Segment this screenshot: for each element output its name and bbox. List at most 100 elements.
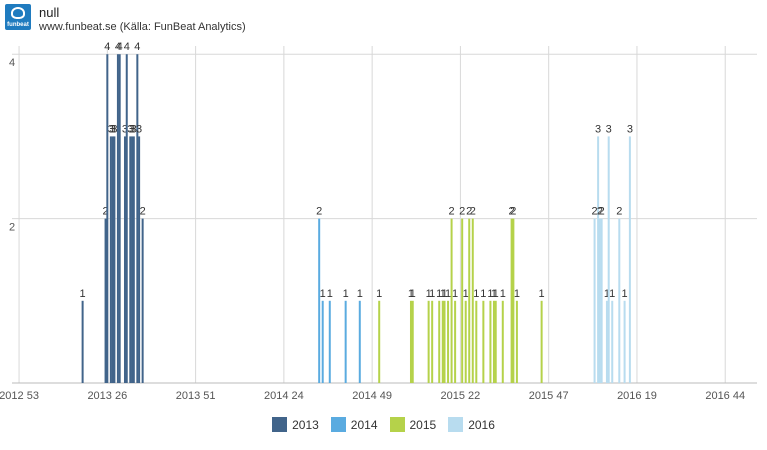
data-label: 1 [357,288,363,300]
bar [138,136,141,383]
data-label: 1 [463,288,469,300]
data-label: 4 [117,41,123,53]
bar [475,300,478,383]
data-label: 1 [473,288,479,300]
bar [454,300,457,383]
bar [109,136,112,383]
bar [443,300,446,383]
data-label: 2 [103,206,109,218]
data-label: 1 [480,288,486,300]
data-label: 1 [452,288,458,300]
data-label: 2 [140,206,146,218]
data-label: 2 [316,206,322,218]
bar [597,136,600,383]
data-label: 4 [134,41,140,53]
legend-swatch [272,417,288,432]
legend-swatch [448,417,464,432]
data-label: 3 [606,123,612,135]
bar [129,136,132,383]
data-label: 1 [493,288,499,300]
bar [515,300,518,383]
data-label: 3 [127,123,133,135]
x-tick-label: 2013 26 [87,390,127,402]
data-label: 3 [122,123,128,135]
bar [104,218,107,383]
data-label: 1 [440,288,446,300]
bar [321,300,324,383]
bar [427,300,430,383]
bar [106,54,109,383]
bar [344,300,347,383]
data-label: 2 [449,206,455,218]
bar [600,218,603,383]
bar [540,300,543,383]
data-label: 1 [487,288,493,300]
data-label: 1 [491,288,497,300]
bar [461,218,464,383]
bar [141,218,144,383]
bar [131,136,134,383]
x-tick-label: 2016 44 [705,390,745,402]
data-label: 1 [410,288,416,300]
bar [411,300,414,383]
bar [593,218,596,383]
bar [81,300,84,383]
funbeat-logo: funbeat [5,4,31,30]
legend-item[interactable]: 2015 [389,417,437,432]
data-label: 2 [470,206,476,218]
bar [132,136,135,383]
bar [628,136,631,383]
bar [125,54,128,383]
data-label: 1 [445,288,451,300]
bar [512,218,515,383]
data-label: 2 [616,206,622,218]
bar [123,136,126,383]
bar [607,136,610,383]
bar [116,54,119,383]
data-label: 3 [131,123,137,135]
data-label: 1 [514,288,520,300]
legend-label: 2015 [409,418,437,432]
x-tick-label: 2014 49 [352,390,392,402]
data-label: 1 [408,288,414,300]
bar [510,218,513,383]
data-label: 1 [500,288,506,300]
data-label: 1 [426,288,432,300]
legend-label: 2016 [468,418,495,432]
legend-item[interactable]: 2013 [272,417,319,432]
x-tick-label: 2015 22 [441,390,481,402]
chart-legend: 2013 2014 2015 2016 [0,417,767,432]
bar-chart: 2 4 2012 53 2013 26 2013 51 2014 24 2014 49 201… [0,41,757,402]
data-label: 4 [124,41,130,53]
data-label: 4 [104,41,110,53]
bar [482,300,485,383]
data-label: 2 [597,206,603,218]
data-label: 3 [111,123,117,135]
data-label: 1 [622,288,628,300]
bar [358,300,361,383]
legend-swatch [389,417,405,432]
data-label: 1 [80,288,86,300]
bar [464,300,467,383]
data-label: 1 [343,288,349,300]
data-label: 1 [441,288,447,300]
data-label: 2 [459,206,465,218]
legend-item[interactable]: 2016 [448,417,495,432]
bar [328,300,331,383]
data-label: 2 [592,206,598,218]
bar [318,218,321,383]
bar [605,300,608,383]
x-tick-label: 2013 51 [176,390,216,402]
bar [468,218,471,383]
bar [611,300,614,383]
data-label: 2 [509,206,515,218]
bar [598,218,601,383]
data-label: 1 [327,288,333,300]
legend-item[interactable]: 2014 [330,417,378,432]
bar [409,300,412,383]
bar [489,300,492,383]
data-label: 1 [539,288,545,300]
runner-icon [11,7,25,19]
bar [441,300,444,383]
bar [618,218,621,383]
